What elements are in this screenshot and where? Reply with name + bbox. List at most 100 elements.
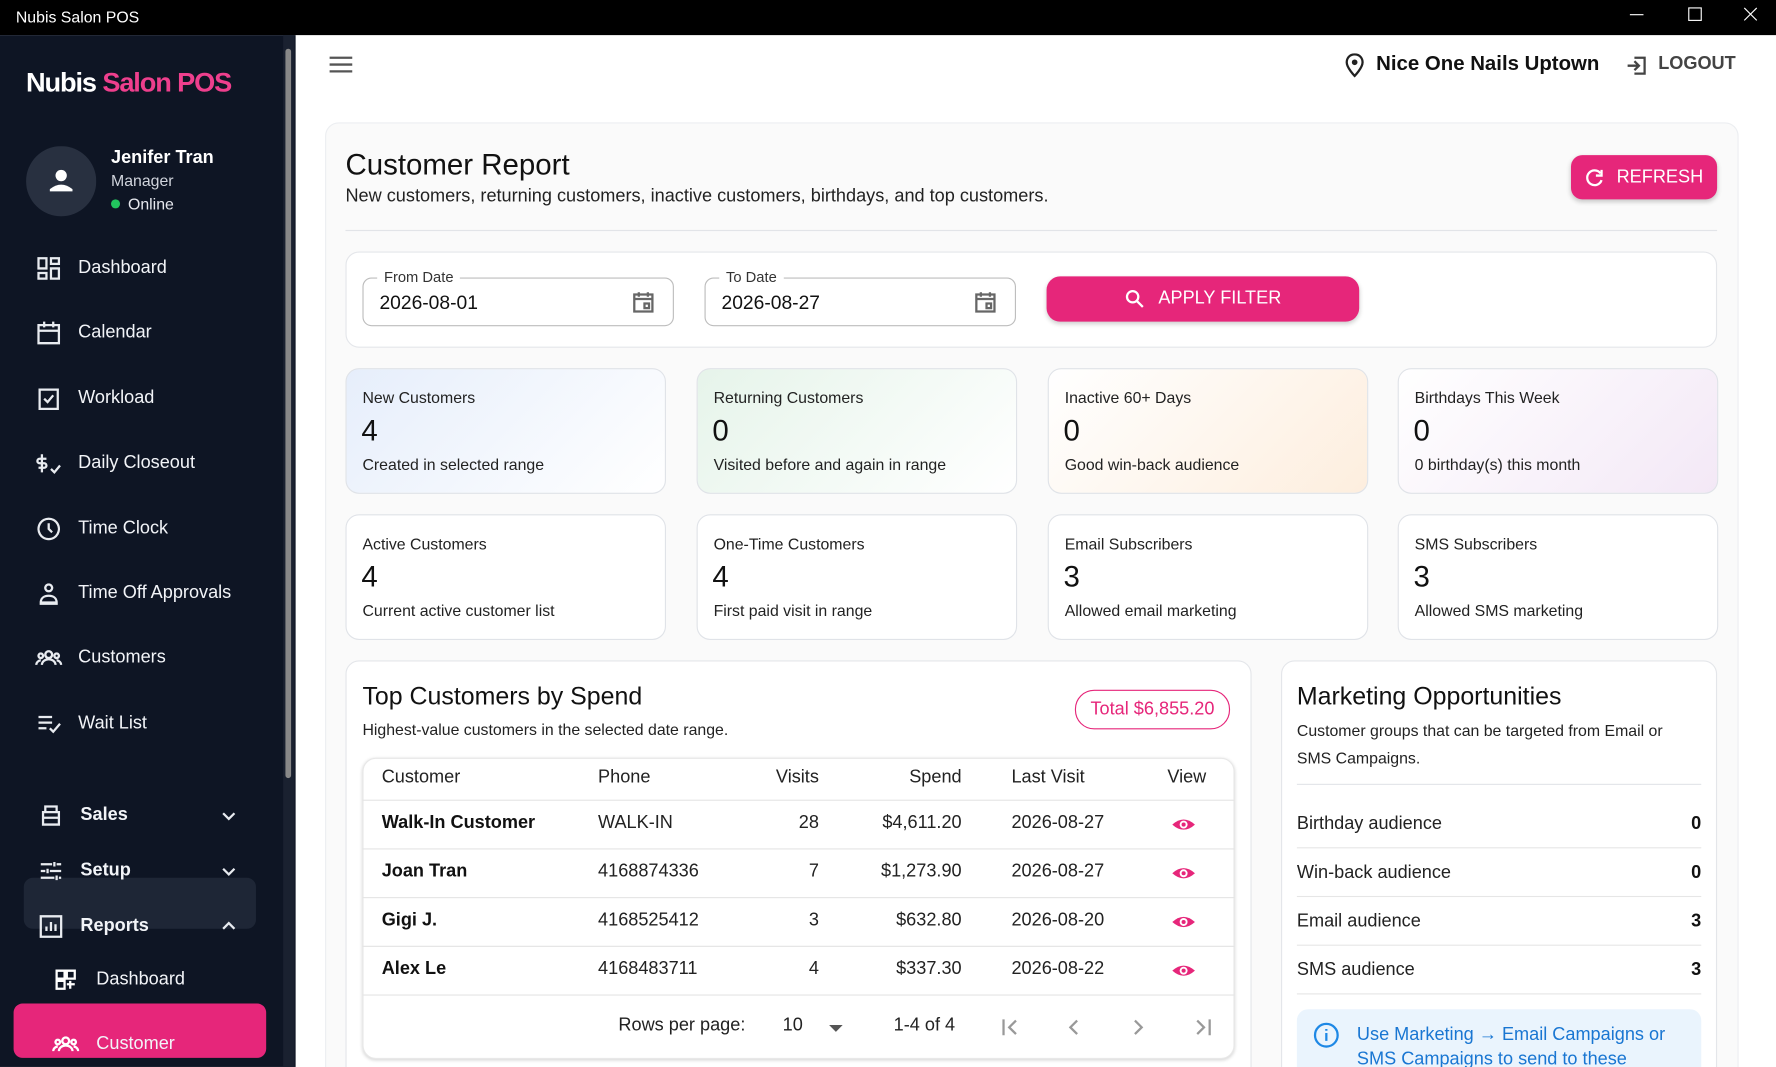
group-icon	[41, 805, 61, 826]
customer-name: Joan Tran	[381, 861, 468, 882]
nav-item[interactable]: Time Clock	[0, 506, 283, 551]
stat-value: 3	[1063, 559, 1080, 594]
rows-per-page-select[interactable]: 10	[782, 1015, 803, 1036]
nav-icon	[37, 517, 61, 540]
nav-label: Workload	[78, 388, 155, 408]
view-button[interactable]	[1170, 811, 1197, 838]
divider	[345, 229, 1718, 232]
chevron	[222, 867, 236, 877]
date-label: From Date	[377, 268, 461, 286]
nav-item[interactable]: Calendar	[0, 311, 283, 356]
column-header: View	[1167, 767, 1207, 788]
window-title: Nubis Salon POS	[15, 7, 140, 27]
nav-item[interactable]: Daily Closeout	[0, 441, 283, 486]
window-controls[interactable]	[1608, 0, 1776, 35]
nav-label: Calendar	[78, 323, 152, 343]
info-text: Use Marketing → Email Campaigns or SMS C…	[1356, 1025, 1666, 1067]
audience-value: 0	[1691, 814, 1702, 834]
table-cell: 4168874336	[598, 861, 699, 882]
view-button[interactable]	[1170, 860, 1197, 887]
nav-group[interactable]: Reports	[0, 904, 283, 949]
nav-item[interactable]: Workload	[0, 376, 283, 421]
pagination-range: 1-4 of 4	[893, 1015, 956, 1036]
table-cell: 2026-08-20	[1011, 910, 1105, 930]
apply-filter-button[interactable]: APPLY FILTER	[1046, 276, 1360, 322]
row-border	[362, 945, 1235, 947]
scrollbar[interactable]	[283, 35, 295, 1067]
nav-group[interactable]: Setup	[0, 848, 283, 893]
stat-note: Allowed email marketing	[1064, 601, 1237, 620]
nav-label: Dashboard	[78, 258, 167, 278]
group-label: Setup	[80, 860, 131, 881]
stat-label: SMS Subscribers	[1414, 534, 1538, 553]
date-input[interactable]: To Date 2026-08-27	[704, 268, 1016, 327]
scroll-thumb[interactable]	[285, 48, 292, 779]
nav-icon	[39, 583, 58, 605]
stat-value: 3	[1413, 559, 1430, 594]
nav-icon	[38, 715, 61, 734]
table-cell: 2026-08-22	[1011, 959, 1105, 979]
view-button[interactable]	[1170, 908, 1197, 935]
location-name[interactable]: Nice One Nails Uptown	[1376, 52, 1600, 75]
stat-value: 0	[1413, 413, 1430, 448]
customer-name: Walk-In Customer	[381, 813, 536, 833]
audience-label: SMS audience	[1296, 960, 1415, 980]
table-cell: $1,273.90	[880, 861, 962, 882]
pagination-controls[interactable]	[821, 1014, 1229, 1041]
table-cell: 3	[808, 910, 819, 930]
nav-item[interactable]: Time Off Approvals	[0, 571, 283, 616]
chevron	[222, 921, 236, 930]
customer-table	[362, 757, 1235, 1060]
table-cell: WALK-IN	[598, 813, 673, 833]
stat-note: Good win-back audience	[1064, 455, 1240, 474]
nav-item[interactable]: Wait List	[0, 701, 283, 746]
sub-item[interactable]: Dashboard	[0, 957, 283, 1002]
column-header: Last Visit	[1011, 767, 1085, 788]
top-customers-title: Top Customers by Spend	[362, 681, 643, 711]
column-header: Visits	[775, 767, 819, 788]
sub-icon	[55, 969, 76, 990]
nav-group[interactable]: Sales	[0, 793, 283, 838]
refresh-button[interactable]: REFRESH	[1570, 155, 1718, 200]
view-button[interactable]	[1170, 957, 1197, 984]
stat-label: Active Customers	[362, 534, 487, 553]
column-header: Customer	[381, 767, 461, 788]
stat-value: 0	[712, 413, 729, 448]
stat-label: Inactive 60+ Days	[1064, 388, 1192, 407]
marketing-divider	[1296, 783, 1702, 785]
audience-value: 3	[1691, 960, 1702, 980]
stat-note: Visited before and again in range	[713, 455, 947, 474]
search-icon	[1125, 289, 1144, 308]
stat-card: One-Time Customers 4 First paid visit in r…	[696, 514, 1018, 640]
group-label: Sales	[80, 805, 128, 825]
customer-name: Gigi J.	[381, 910, 438, 930]
logout-button[interactable]: LOGOUT	[1658, 54, 1736, 74]
date-input[interactable]: From Date 2026-08-01	[362, 268, 674, 327]
table-cell: 4	[808, 959, 819, 979]
sub-label: Dashboard	[96, 969, 185, 989]
row-border	[362, 848, 1235, 850]
logout-icon[interactable]	[1625, 54, 1648, 77]
stat-card: Returning Customers 0 Visited before and a…	[696, 368, 1018, 494]
column-header: Spend	[909, 767, 962, 788]
apply-filter-label: APPLY FILTER	[1158, 288, 1282, 309]
stat-card: Active Customers 4 Current active customer…	[345, 514, 666, 640]
stat-label: Email Subscribers	[1064, 534, 1193, 553]
stat-note: 0 birthday(s) this month	[1414, 455, 1581, 474]
nav-item[interactable]: Customers	[0, 636, 283, 681]
calendar-icon	[975, 292, 996, 313]
nav-item[interactable]: Dashboard	[0, 246, 283, 291]
nav-label: Customers	[78, 648, 166, 668]
date-value: 2026-08-01	[379, 292, 478, 314]
audience-row: Birthday audience 0	[1296, 800, 1702, 849]
sub-item[interactable]: Customer	[0, 1022, 283, 1067]
stat-label: One-Time Customers	[713, 534, 865, 553]
table-cell: 4168525412	[598, 910, 699, 930]
sub-label: Customer	[96, 1034, 175, 1054]
menu-button[interactable]	[328, 54, 353, 74]
table-cell: 4168483711	[598, 959, 698, 979]
nav-icon	[37, 257, 61, 280]
stat-card: New Customers 4 Created in selected range	[345, 368, 666, 494]
report-subtitle: New customers, returning customers, inac…	[345, 186, 1049, 207]
table-cell: 2026-08-27	[1011, 861, 1105, 882]
